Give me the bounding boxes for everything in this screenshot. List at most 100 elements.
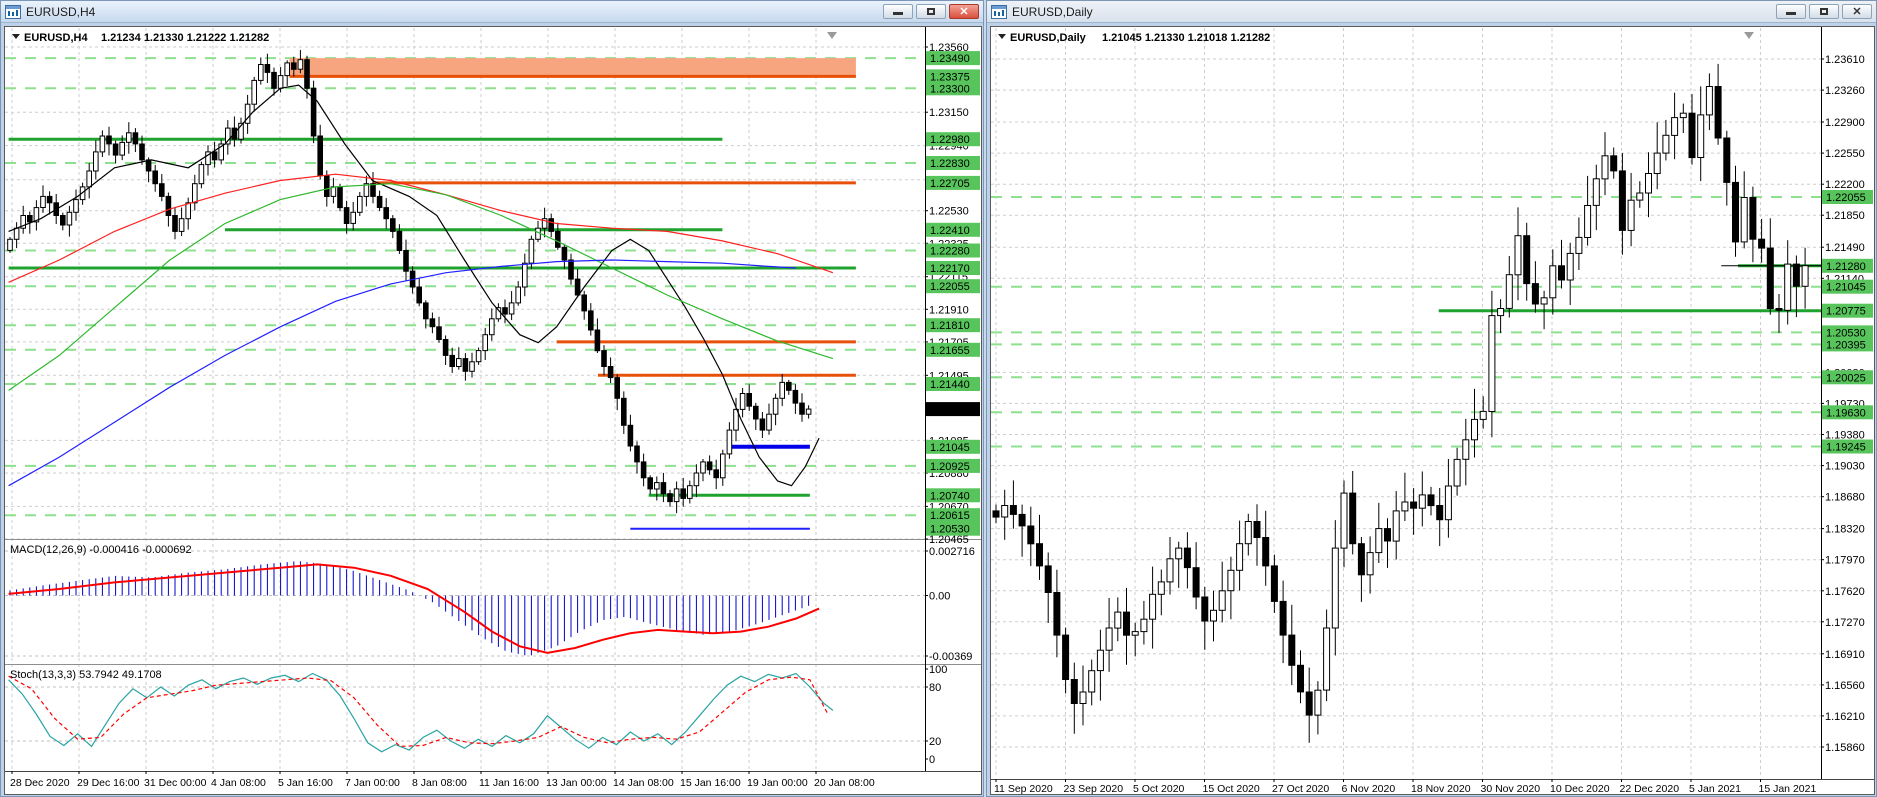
minimize-button[interactable]	[1776, 4, 1806, 19]
close-button[interactable]: ✕	[949, 4, 979, 19]
price-chart-svg[interactable]: EURUSD,Daily 1.21045 1.21330 1.21018 1.21…	[990, 26, 1875, 795]
expand-data-icon[interactable]	[12, 34, 20, 39]
candle-bull	[489, 318, 495, 336]
candle-bull	[1645, 173, 1652, 194]
time-axis-label: 11 Sep 2020	[994, 783, 1053, 795]
candle-bull	[687, 485, 693, 499]
time-axis-label: 19 Jan 00:00	[747, 777, 808, 789]
candle-bull	[1462, 439, 1470, 460]
candle-bull	[198, 164, 205, 185]
candle-bear	[46, 195, 53, 204]
time-axis-label: 5 Jan 16:00	[278, 777, 333, 789]
candle-bull	[297, 59, 304, 70]
price-level-badge-label: 1.21810	[930, 320, 970, 332]
candle-bear	[145, 159, 152, 172]
minimize-button[interactable]	[883, 4, 913, 19]
price-axis-label: 1.23260	[1825, 85, 1865, 97]
candle-bull	[739, 393, 746, 410]
chart-window-daily: EURUSD,Daily ✕ EURUSD,Daily 1.21045 1.213…	[986, 0, 1877, 797]
candle-bear	[370, 183, 376, 197]
ma-green	[8, 183, 834, 391]
candle-bear	[436, 326, 442, 340]
candle-bull	[1705, 86, 1713, 116]
price-level-badge-label: 1.22055	[1826, 192, 1866, 204]
price-level-badge	[926, 508, 980, 523]
price-level-badge	[926, 132, 980, 147]
stoch-label: Stoch(13,3,3) 53.7942 49.1708	[10, 669, 162, 681]
candle-bull	[1096, 649, 1104, 672]
time-axis-label: 5 Jan 2021	[1689, 783, 1741, 795]
window-title: EURUSD,Daily	[1012, 4, 1093, 19]
candle-bear	[27, 215, 33, 223]
candle-bear	[1714, 86, 1722, 139]
price-chart-svg[interactable]: EURUSD,H4 1.21234 1.21330 1.21222 1.21282…	[4, 26, 982, 795]
candle-bear	[588, 310, 594, 331]
price-axis-label: 1.23610	[1825, 54, 1865, 66]
candle-bull	[1331, 547, 1339, 629]
candle-bull	[1697, 114, 1705, 158]
candle-bear	[1758, 238, 1766, 249]
price-level-badge	[1822, 439, 1873, 454]
price-level-badge	[926, 156, 980, 170]
price-axis-label: 1.21490	[1825, 242, 1865, 254]
candle-bull	[258, 64, 264, 81]
current-price-badge	[926, 402, 980, 417]
price-axis-label: 1.18680	[1825, 492, 1865, 504]
price-axis-label: 1.23560	[929, 42, 969, 54]
price-axis-label: 1.17270	[1825, 617, 1865, 629]
candle-bull	[1636, 192, 1644, 201]
price-axis-label: 1.19380	[1825, 430, 1865, 442]
candle-bear	[1009, 505, 1017, 515]
candle-bull	[1244, 521, 1252, 545]
candle-bull	[541, 218, 548, 229]
restore-button[interactable]	[1809, 4, 1839, 19]
candle-bull	[1114, 611, 1122, 629]
candle-bear	[1523, 235, 1531, 285]
candle-bull	[1444, 485, 1452, 521]
time-axis-label: 22 Dec 2020	[1620, 783, 1680, 795]
expand-data-icon[interactable]	[998, 34, 1006, 39]
candle-bear	[574, 278, 581, 296]
candle-bear	[561, 246, 568, 261]
price-level-badge	[926, 521, 980, 536]
price-axis-label: 1.19030	[1825, 461, 1865, 473]
price-axis-label: 1.23150	[929, 107, 969, 119]
price-level-badge	[926, 342, 980, 357]
candle-bear	[1618, 170, 1626, 231]
price-level-badge-label: 1.21440	[930, 379, 970, 391]
price-level-badge-label: 1.22055	[930, 281, 970, 293]
candle-bull	[1323, 627, 1331, 691]
candle-bull	[1497, 308, 1505, 317]
candle-bear	[1749, 197, 1757, 240]
candle-bull	[126, 132, 132, 143]
price-axis-label: 1.18320	[1825, 524, 1865, 536]
candle-bull	[363, 183, 370, 197]
close-button[interactable]: ✕	[1842, 4, 1872, 19]
candle-bear	[1410, 501, 1418, 509]
candle-bear	[1123, 611, 1130, 636]
price-level-badge-label: 1.22830	[930, 158, 970, 170]
candle-bull	[1140, 618, 1148, 633]
candle-bear	[502, 307, 508, 315]
window-titlebar[interactable]: EURUSD,H4 ✕	[1, 1, 983, 23]
time-axis-label: 28 Dec 2020	[10, 777, 70, 789]
window-titlebar[interactable]: EURUSD,Daily ✕	[987, 1, 1876, 23]
candle-bull	[99, 135, 106, 153]
candle-bear	[1427, 494, 1435, 507]
candle-bear	[548, 218, 555, 232]
candle-bull	[185, 202, 191, 220]
candle-bear	[621, 397, 627, 426]
price-axis-label: 1.15860	[1825, 742, 1865, 754]
restore-button[interactable]	[916, 4, 946, 19]
restore-icon	[927, 8, 935, 15]
candle-bull	[1453, 458, 1461, 487]
candle-bear	[383, 207, 389, 220]
candle-bull	[1392, 510, 1400, 542]
candle-bull	[1088, 670, 1096, 693]
candle-bear	[403, 250, 409, 272]
time-axis-label: 29 Dec 16:00	[77, 777, 140, 789]
candle-bear	[1253, 521, 1261, 538]
candle-bull	[1601, 155, 1609, 180]
candle-bull	[1653, 152, 1661, 174]
candle-bear	[1297, 664, 1304, 693]
